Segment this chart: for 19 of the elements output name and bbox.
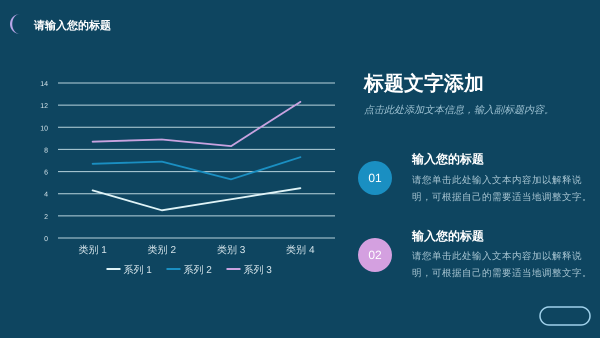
text: 输入您的标题: [412, 151, 484, 168]
line-series: [92, 187, 302, 212]
legend-label: 系列 3: [244, 264, 272, 276]
legend-label: 系列 2: [184, 264, 212, 276]
text: 输入您的标题: [412, 228, 484, 245]
text: 标题文字添加: [364, 72, 484, 97]
line-series: [92, 100, 302, 148]
line-series: [92, 156, 302, 180]
text: 点击此处添加文本信息，输入副标题内容。: [364, 104, 554, 117]
chart-title: 请输入您的标题: [33, 19, 111, 32]
text: 请您单击此处输入文本内容加以解释说明，可根据自己的需要适当地调整文字。: [412, 174, 593, 205]
text: 02: [358, 238, 392, 272]
x-tick-label: 类别 1: [78, 244, 108, 256]
x-tick-label: 类别 3: [216, 244, 246, 256]
legend-label: 系列 1: [124, 264, 152, 276]
text: 请您单击此处输入文本内容加以解释说明，可根据自己的需要适当地调整文字。: [412, 250, 593, 281]
x-tick-label: 类别 4: [286, 244, 315, 256]
x-tick-label: 类别 2: [148, 244, 176, 256]
text: 01: [358, 161, 392, 195]
